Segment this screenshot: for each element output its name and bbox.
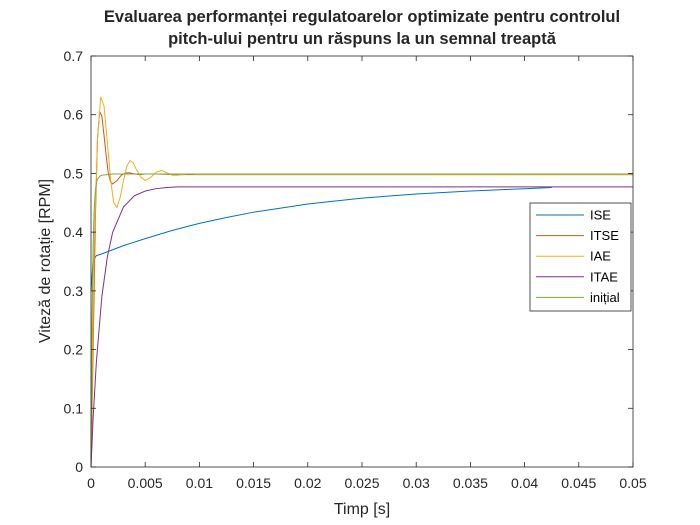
x-tick-label: 0.025 (344, 475, 379, 491)
y-tick-label: 0.6 (64, 107, 84, 123)
series-line-5 (90, 173, 633, 468)
x-axis-label: Timp [s] (334, 501, 390, 518)
legend: ISE ITSE IAE ITAE inițial (529, 202, 632, 312)
series-line-1 (90, 187, 552, 291)
legend-label: IAE (590, 249, 611, 264)
legend-label: ITAE (590, 269, 618, 284)
y-axis-label: Viteză de rotație [RPM] (37, 179, 54, 343)
y-tick-label: 0.1 (64, 400, 84, 416)
chart-title-line-1: Evaluarea performanței regulatoarelor op… (104, 8, 620, 26)
y-tick-label: 0.2 (64, 342, 84, 358)
legend-label: ISE (590, 208, 611, 223)
series-layer (90, 96, 633, 468)
legend-label: inițial (590, 290, 620, 305)
x-tick-label: 0.02 (294, 475, 321, 491)
x-tick-label: 0.005 (128, 475, 163, 491)
x-tick-label: 0.015 (236, 475, 271, 491)
x-tick-label: 0.05 (619, 475, 646, 491)
y-axis: 0 0.1 0.2 0.3 0.4 0.5 0.6 0.7 (64, 48, 633, 475)
chart-title-line-2: pitch-ului pentru un răspuns la un semna… (168, 30, 557, 48)
x-tick-label: 0.045 (561, 475, 596, 491)
series-line-4 (90, 186, 633, 468)
x-tick-label: 0 (87, 475, 95, 491)
legend-box (529, 202, 632, 312)
y-tick-label: 0.5 (64, 165, 84, 181)
series-line-3 (90, 96, 633, 468)
y-tick-label: 0.7 (64, 48, 84, 64)
x-tick-label: 0.035 (453, 475, 488, 491)
y-tick-label: 0.3 (64, 283, 84, 299)
x-tick-label: 0.01 (186, 475, 213, 491)
legend-label: ITSE (590, 228, 619, 243)
x-tick-label: 0.03 (403, 475, 430, 491)
x-axis: 0 0.005 0.01 0.015 0.02 0.025 0.03 0.035 0.04 0.0… (87, 56, 647, 491)
y-tick-label: 0.4 (64, 224, 84, 240)
y-tick-label: 0 (75, 459, 83, 475)
x-tick-label: 0.04 (511, 475, 538, 491)
